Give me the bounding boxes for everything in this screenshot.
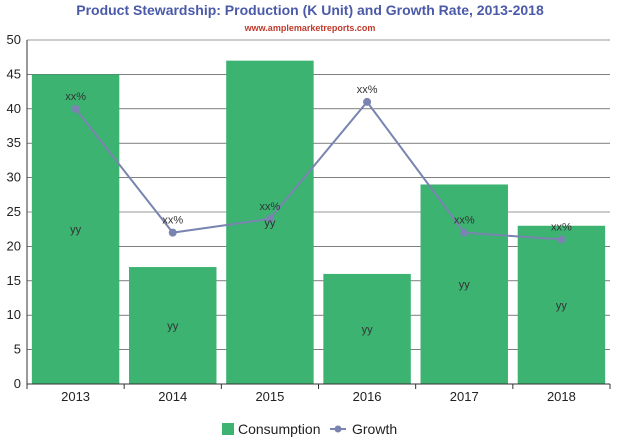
y-tick-label-35: 35	[7, 135, 21, 150]
y-tick-label-15: 15	[7, 273, 21, 288]
x-tick-label-2014: 2014	[158, 389, 187, 404]
legend-label-growth: Growth	[352, 421, 397, 437]
label-layer: yy yy yy yy yy yy xx% xx% xx% xx% xx% xx%	[65, 84, 572, 336]
y-tick-label-5: 5	[14, 342, 21, 357]
y-tick-label-25: 25	[7, 204, 21, 219]
growth-data-label-2014: xx%	[162, 215, 183, 227]
grid-layer	[27, 39, 610, 350]
growth-data-label-2013: xx%	[65, 91, 86, 103]
bar-2017	[420, 184, 508, 384]
line-layer	[71, 97, 566, 244]
y-tick-label-0: 0	[14, 376, 21, 391]
bar-data-label-2017: yy	[459, 279, 471, 291]
bar-data-label-2015: yy	[264, 217, 276, 229]
bar-data-label-2014: yy	[167, 321, 179, 333]
bar-data-label-2016: yy	[362, 324, 374, 336]
y-tick-label-30: 30	[7, 170, 21, 185]
bar-layer	[31, 60, 606, 385]
legend-swatch-consumption	[222, 423, 234, 435]
bar-2018	[517, 225, 606, 384]
y-tick-label-10: 10	[7, 307, 21, 322]
growth-point-2018	[557, 235, 566, 244]
bar-2016	[323, 273, 411, 384]
chart-title: Product Stewardship: Production (K Unit)…	[76, 2, 544, 18]
bar-data-label-2013: yy	[70, 224, 82, 236]
legend-swatch-growth-marker	[334, 425, 342, 433]
legend-label-consumption: Consumption	[238, 421, 321, 437]
growth-point-2015	[265, 214, 274, 223]
legend-item-consumption[interactable]: Consumption	[222, 421, 321, 437]
y-tick-label-45: 45	[7, 66, 21, 81]
growth-data-label-2016: xx%	[357, 84, 378, 96]
x-tick-label-2016: 2016	[353, 389, 382, 404]
y-tick-label-40: 40	[7, 101, 21, 116]
growth-point-2017	[460, 228, 469, 237]
y-tick-label-20: 20	[7, 238, 21, 253]
bar-2014	[129, 267, 217, 384]
axis-layer: 0 5 10 15 20 25 30 35 40 45 50 2013 2014 2015 2016 2017…	[7, 32, 611, 404]
legend-item-growth[interactable]: Growth	[330, 421, 397, 437]
bar-data-label-2018: yy	[556, 300, 568, 312]
x-tick-label-2018: 2018	[547, 389, 576, 404]
bar-2013	[31, 74, 120, 385]
growth-point-2014	[168, 228, 177, 237]
growth-data-label-2017: xx%	[454, 215, 475, 227]
growth-point-2013	[71, 104, 80, 113]
y-tick-label-50: 50	[7, 32, 21, 47]
growth-line	[74, 100, 562, 241]
growth-data-label-2015: xx%	[260, 201, 281, 213]
chart-subtitle: www.amplemarketreports.com	[244, 23, 376, 33]
growth-point-2016	[363, 97, 372, 106]
x-tick-label-2015: 2015	[255, 389, 284, 404]
x-tick-label-2013: 2013	[61, 389, 90, 404]
legend: Consumption Growth	[222, 421, 397, 437]
x-tick-label-2017: 2017	[450, 389, 479, 404]
growth-data-label-2018: xx%	[551, 222, 572, 234]
